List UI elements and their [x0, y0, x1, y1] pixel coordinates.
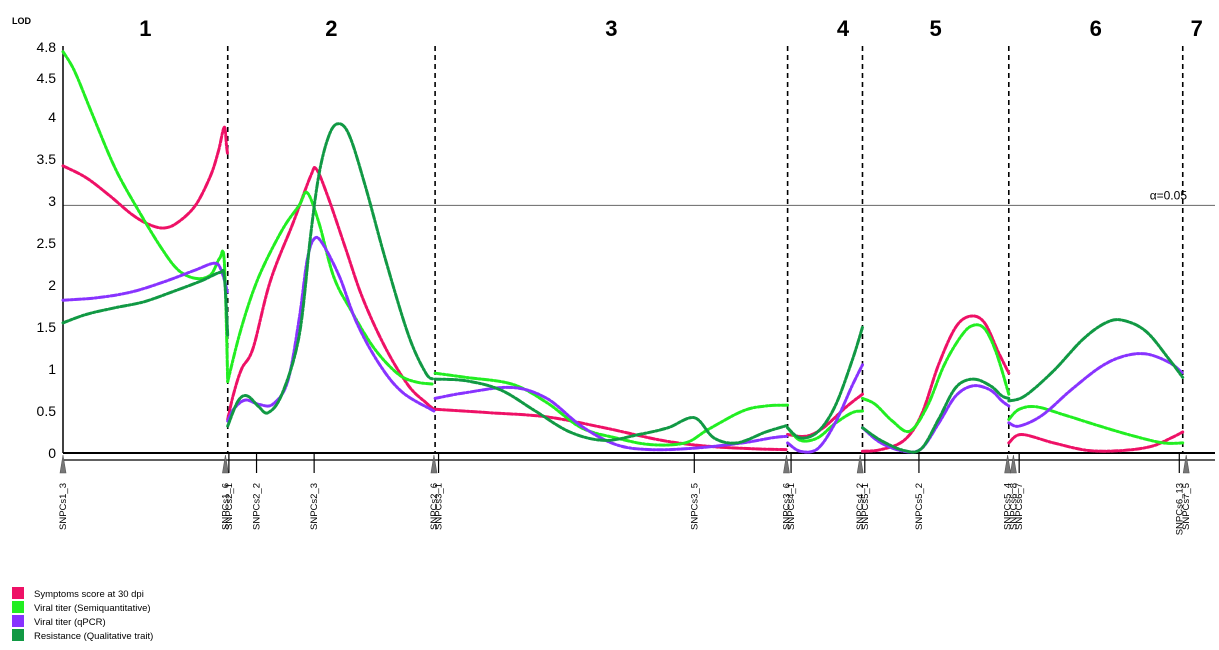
y-tick-label: 2 [48, 277, 56, 293]
linkage-group-label: 4 [837, 16, 850, 41]
series-group [61, 122, 1185, 454]
marker-label: SNPCs1_6 [220, 483, 231, 530]
series-line [786, 409, 864, 443]
series-line [61, 268, 230, 337]
series-group [61, 50, 1185, 447]
marker-label: SNPCs6_7 [1014, 483, 1025, 530]
legend-entry-label: Viral titer (Semiquantitative) [34, 603, 151, 614]
series-line [61, 50, 230, 384]
y-tick-label: 0 [48, 445, 56, 461]
series-line [226, 122, 436, 428]
series-line [1007, 430, 1185, 453]
marker-label: SNPCs5_4 [1003, 483, 1014, 530]
series-line [861, 377, 1011, 454]
marker-arrow [783, 454, 790, 474]
marker-label: SNPCs3_1 [434, 483, 445, 530]
linkage-group-label: 5 [930, 16, 942, 41]
marker-arrow [222, 454, 229, 474]
marker-arrow [430, 454, 438, 474]
linkage-group-label: 2 [325, 16, 337, 41]
linkage-group-label: 7 [1191, 16, 1203, 41]
marker-arrow [1010, 454, 1017, 474]
marker-label: SNPCs6_8 [1008, 483, 1019, 530]
y-tick-label: 1 [48, 361, 56, 377]
series-line [861, 384, 1011, 454]
y-tick-label: 4 [48, 109, 56, 125]
linkage-group-label: 1 [139, 16, 151, 41]
marker-label: SNPCs2_6 [429, 483, 440, 530]
y-axis-label: LOD [12, 16, 31, 26]
marker-label: SNPCs5_1 [860, 483, 871, 530]
legend-swatch [12, 601, 24, 613]
legend-entry-label: Resistance (Qualitative trait) [34, 631, 153, 642]
y-tick-label: 4.8 [37, 39, 57, 55]
series-line [861, 323, 1011, 434]
series-line [1007, 404, 1185, 445]
y-tick-label: 2.5 [37, 235, 57, 251]
series-line [1007, 318, 1185, 403]
threshold-label: α=0.05 [1150, 188, 1188, 202]
marker-label: SNPCs3_5 [689, 483, 700, 530]
series-group [61, 125, 1185, 453]
series-line [786, 392, 864, 438]
legend-entry-label: Symptoms score at 30 dpi [34, 589, 144, 600]
legend-swatch [12, 629, 24, 641]
series-line [433, 377, 790, 445]
y-tick-labels: 0 0.5 1 1.5 2 2.5 3 3.5 4 4.5 4.8 [37, 39, 57, 461]
marker-arrow [856, 454, 864, 474]
series-line [1007, 352, 1185, 428]
series-line [786, 363, 864, 454]
linkage-group-label: 3 [605, 16, 617, 41]
marker-label: SNPCs2_2 [252, 483, 263, 530]
y-tick-label: 1.5 [37, 319, 57, 335]
series-line [433, 371, 790, 447]
legend-swatch [12, 615, 24, 627]
marker-label: SNPCs5_2 [914, 483, 925, 530]
legend-entry-label: Viral titer (qPCR) [34, 617, 106, 628]
series-line [61, 125, 230, 230]
marker-label: SNPCs3_6 [781, 483, 792, 530]
series-line [786, 325, 864, 440]
marker-label: SNPCs1_3 [58, 483, 69, 530]
marker-arrow [1004, 454, 1011, 474]
marker-label: SNPCs2_1 [224, 483, 235, 530]
linkage-group-labels: 1 2 3 4 5 6 7 [139, 16, 1203, 41]
y-tick-label: 0.5 [37, 403, 57, 419]
marker-label: SNPCs6_13 [1174, 483, 1185, 535]
marker-label: SNPCs4_2 [855, 483, 866, 530]
legend-swatch [12, 587, 24, 599]
y-tick-label: 3 [48, 193, 56, 209]
marker-arrow [1182, 454, 1190, 474]
y-tick-label: 4.5 [37, 70, 57, 86]
marker-label: SNPCs7_5 [1181, 483, 1192, 530]
legend: Symptoms score at 30 dpi Viral titer (Sem… [12, 587, 153, 642]
marker-label: SNPCs2_3 [309, 483, 320, 530]
marker-label: SNPCs4_1 [786, 483, 797, 530]
marker-arrow [59, 454, 67, 474]
linkage-group-boundaries [226, 46, 1184, 453]
series-lines [61, 50, 1185, 454]
y-tick-label: 3.5 [37, 151, 57, 167]
series-line [226, 190, 436, 386]
axes [62, 46, 1215, 461]
linkage-group-label: 6 [1090, 16, 1102, 41]
